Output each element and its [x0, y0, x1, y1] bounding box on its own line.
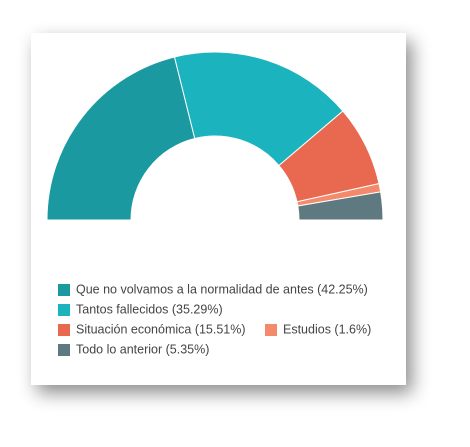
legend-label: Situación económica (15.51%) — [76, 322, 246, 336]
segment — [297, 191, 384, 221]
legend-swatch — [265, 324, 277, 336]
segment — [173, 51, 344, 167]
legend-label: Todo lo anterior (5.35%) — [76, 342, 209, 356]
legend-swatch — [58, 344, 70, 356]
legend-swatch — [58, 324, 70, 336]
legend-label: Que no volvamos a la normalidad de antes… — [76, 282, 368, 296]
legend-swatch — [58, 304, 70, 316]
legend-label: Tantos fallecidos (35.29%) — [76, 302, 223, 316]
legend: Que no volvamos a la normalidad de antes… — [58, 282, 371, 356]
segment — [46, 56, 196, 221]
plot — [46, 51, 384, 221]
legend-swatch — [58, 284, 70, 296]
legend-label: Estudios (1.6%) — [283, 322, 371, 336]
